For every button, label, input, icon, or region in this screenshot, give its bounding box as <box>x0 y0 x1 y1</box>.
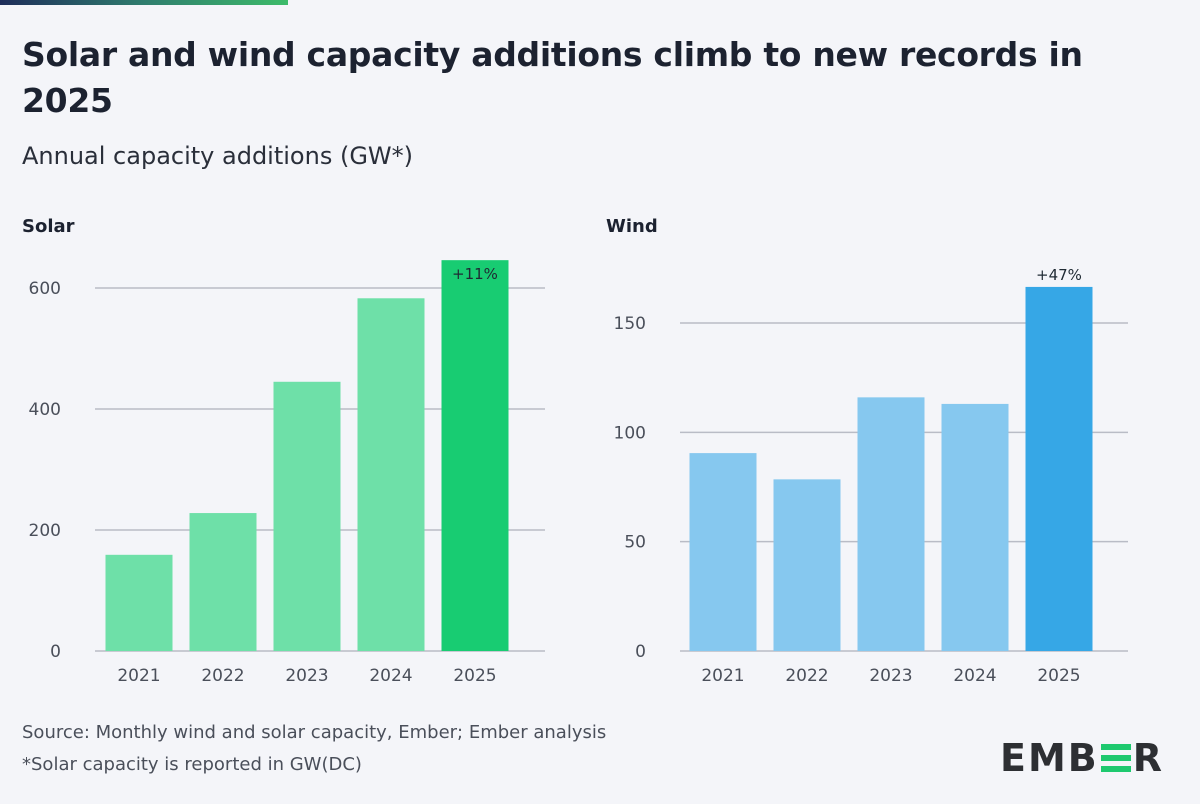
solar-y-tick-label: 400 <box>29 400 61 420</box>
wind-x-tick-label: 2022 <box>785 666 828 686</box>
wind-x-tick-label: 2024 <box>953 666 996 686</box>
solar-bar-2024 <box>357 298 425 651</box>
wind-y-tick-label: 0 <box>635 642 646 662</box>
wind-bar-2025 <box>1025 286 1093 651</box>
wind-y-tick-label: 100 <box>614 423 646 443</box>
wind-bar-2024 <box>941 403 1009 651</box>
wind-y-tick-label: 150 <box>614 314 646 334</box>
wind-panel-title: Wind <box>606 216 658 237</box>
chart-title: Solar and wind capacity additions climb … <box>22 35 1083 120</box>
solar-bar-2023 <box>273 381 341 651</box>
wind-y-tick-label: 50 <box>624 533 646 553</box>
solar-growth-label: +11% <box>452 265 498 283</box>
solar-x-tick-label: 2021 <box>117 666 160 686</box>
source-note: Source: Monthly wind and solar capacity,… <box>22 722 607 743</box>
solar-bar-2022 <box>189 513 257 651</box>
solar-x-tick-label: 2023 <box>285 666 328 686</box>
solar-y-tick-label: 200 <box>29 521 61 541</box>
solar-x-tick-label: 2024 <box>369 666 412 686</box>
solar-y-tick-label: 0 <box>50 642 61 662</box>
wind-bar-2022 <box>773 479 841 651</box>
wind-x-tick-label: 2023 <box>869 666 912 686</box>
footnote: *Solar capacity is reported in GW(DC) <box>22 754 362 775</box>
solar-x-tick-label: 2022 <box>201 666 244 686</box>
solar-bar-2021 <box>105 554 173 651</box>
wind-growth-label: +47% <box>1036 266 1082 284</box>
wind-bar-2023 <box>857 397 925 651</box>
ember-logo: EMB R <box>1000 736 1165 780</box>
brand-accent-bar <box>0 0 288 5</box>
solar-panel-title: Solar <box>22 216 75 237</box>
wind-x-tick-label: 2021 <box>701 666 744 686</box>
solar-bar-2025 <box>441 260 509 651</box>
solar-y-tick-label: 600 <box>29 279 61 299</box>
wind-bar-2021 <box>689 453 757 651</box>
chart-subtitle: Annual capacity additions (GW*) <box>22 142 414 170</box>
wind-x-tick-label: 2025 <box>1037 666 1080 686</box>
solar-x-tick-label: 2025 <box>453 666 496 686</box>
